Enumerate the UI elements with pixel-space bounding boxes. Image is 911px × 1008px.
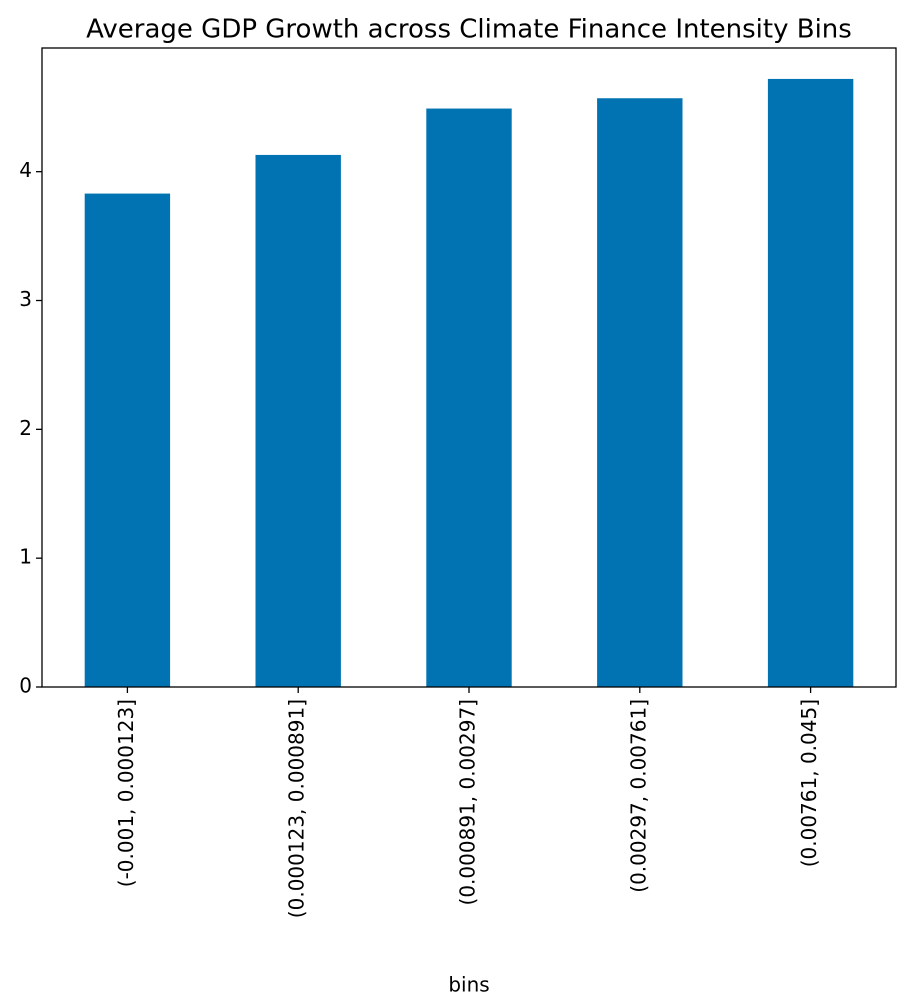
x-tick-label: (0.000123, 0.000891] (285, 699, 309, 918)
x-tick-label: (0.00761, 0.045] (797, 699, 821, 867)
bar (767, 78, 854, 687)
y-tick-label: 2 (19, 416, 32, 440)
bar (597, 98, 683, 687)
x-tick-label: (0.000891, 0.00297] (456, 699, 480, 905)
y-tick-label: 1 (19, 545, 32, 569)
x-tick-label: (-0.001, 0.000123] (114, 699, 138, 887)
y-tick-label: 0 (19, 674, 32, 698)
chart-title: Average GDP Growth across Climate Financ… (86, 15, 852, 45)
x-axis-label: bins (448, 973, 489, 997)
y-tick-label: 4 (19, 158, 32, 182)
y-tick-label: 3 (19, 287, 32, 311)
bar (426, 108, 512, 687)
x-tick-label: (0.00297, 0.00761] (626, 699, 650, 893)
bar (255, 154, 341, 687)
plot-frame (41, 47, 897, 688)
bar (84, 193, 171, 688)
